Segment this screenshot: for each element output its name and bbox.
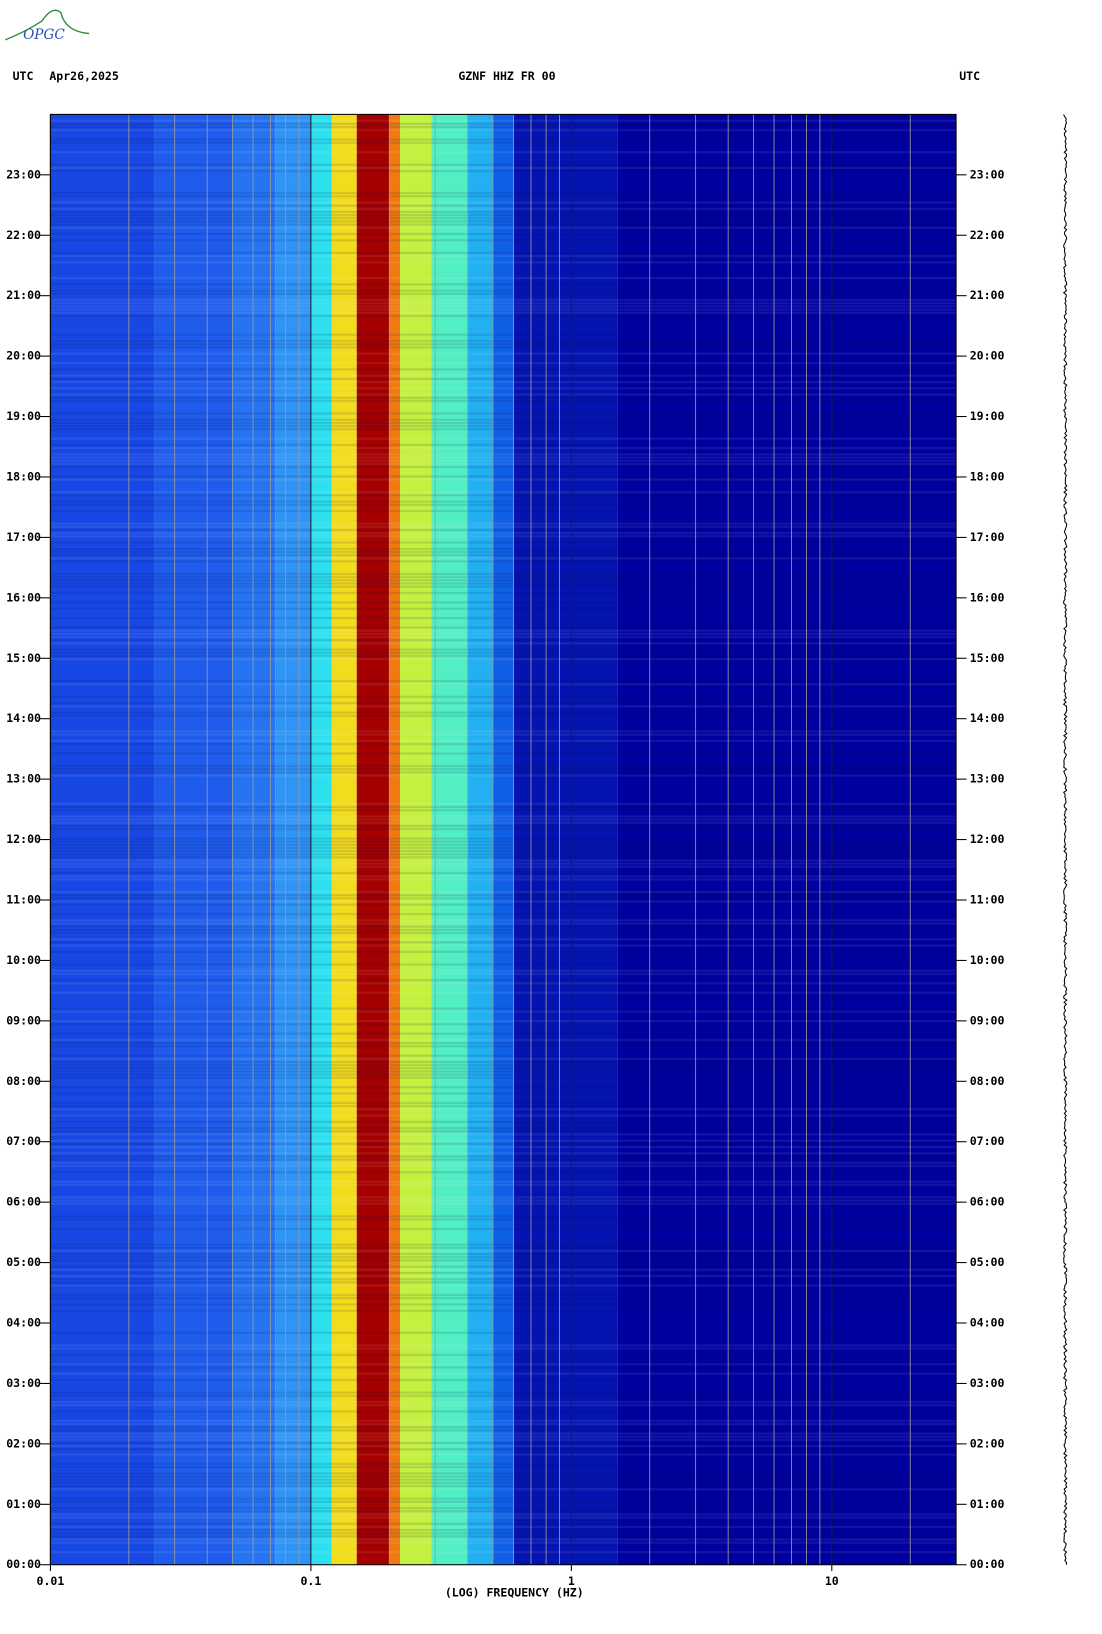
y-tick-label-left: 14:00 [6,711,41,725]
y-tick-label-right: 20:00 [970,349,1005,363]
y-tick-label-left: 23:00 [6,167,41,181]
y-tick-label-left: 07:00 [6,1134,41,1148]
y-tick-label-left: 12:00 [6,832,41,846]
y-tick-label-left: 00:00 [6,1557,41,1571]
y-tick-label-left: 16:00 [6,590,41,604]
y-tick-label-right: 18:00 [970,469,1005,483]
y-tick-label-right: 04:00 [970,1316,1005,1330]
y-tick-label-right: 01:00 [970,1497,1005,1511]
y-tick-label-right: 22:00 [970,228,1005,242]
y-tick-label-left: 03:00 [6,1376,41,1390]
y-tick-label-right: 13:00 [970,772,1005,786]
texture [50,114,957,1565]
y-tick-label-right: 08:00 [970,1074,1005,1088]
y-tick-label-left: 05:00 [6,1255,41,1269]
y-tick-label-left: 15:00 [6,651,41,665]
waveform-trace [1062,114,1068,1565]
x-tick-label: 10 [825,1574,839,1588]
x-tick-label: 0.1 [300,1574,321,1588]
y-tick-label-left: 21:00 [6,288,41,302]
y-tick-label-left: 02:00 [6,1436,41,1450]
y-tick-label-right: 16:00 [970,590,1005,604]
logo-arc [5,9,90,41]
y-tick-label-left: 04:00 [6,1316,41,1330]
y-tick-label-right: 05:00 [970,1255,1005,1269]
x-axis-label: (LOG) FREQUENCY (HZ) [445,1586,584,1600]
y-tick-label-left: 20:00 [6,349,41,363]
y-tick-label-left: 22:00 [6,228,41,242]
logo: OPGC [5,9,90,43]
y-tick-label-left: 09:00 [6,1013,41,1027]
x-tick-label: 1 [568,1574,575,1588]
date: Apr26,2025 [49,69,118,83]
y-tick-label-right: 19:00 [970,409,1005,423]
y-tick-label-right: 12:00 [970,832,1005,846]
chart-title: GZNF HHZ FR 00 [458,69,555,83]
y-tick-label-right: 03:00 [970,1376,1005,1390]
y-tick-label-right: 11:00 [970,892,1005,906]
y-tick-label-right: 00:00 [970,1557,1005,1571]
plot-frame [49,113,957,1566]
y-tick-label-left: 06:00 [6,1195,41,1209]
y-tick-label-right: 10:00 [970,953,1005,967]
y-tick-label-right: 14:00 [970,711,1005,725]
y-tick-label-right: 06:00 [970,1195,1005,1209]
y-tick-label-left: 01:00 [6,1497,41,1511]
y-tick-label-right: 23:00 [970,167,1005,181]
y-tick-label-left: 10:00 [6,953,41,967]
x-tick-label: 0.01 [37,1574,65,1588]
y-tick-label-right: 21:00 [970,288,1005,302]
y-tick-label-left: 11:00 [6,892,41,906]
logo-text: OPGC [23,27,65,43]
left-header: UTC [13,69,34,83]
y-tick-label-right: 02:00 [970,1436,1005,1450]
y-tick-label-left: 17:00 [6,530,41,544]
y-tick-label-right: 17:00 [970,530,1005,544]
y-tick-label-left: 18:00 [6,469,41,483]
y-tick-label-right: 15:00 [970,651,1005,665]
y-tick-label-left: 08:00 [6,1074,41,1088]
y-tick-label-right: 09:00 [970,1013,1005,1027]
y-tick-label-right: 07:00 [970,1134,1005,1148]
right-header: UTC [959,69,980,83]
plot-area: 0.01 0.1 1 10 00:00 00:00 01:00 01:00 02:00 02:00… [6,113,1005,1588]
y-tick-label-left: 19:00 [6,409,41,423]
y-tick-label-left: 13:00 [6,772,41,786]
